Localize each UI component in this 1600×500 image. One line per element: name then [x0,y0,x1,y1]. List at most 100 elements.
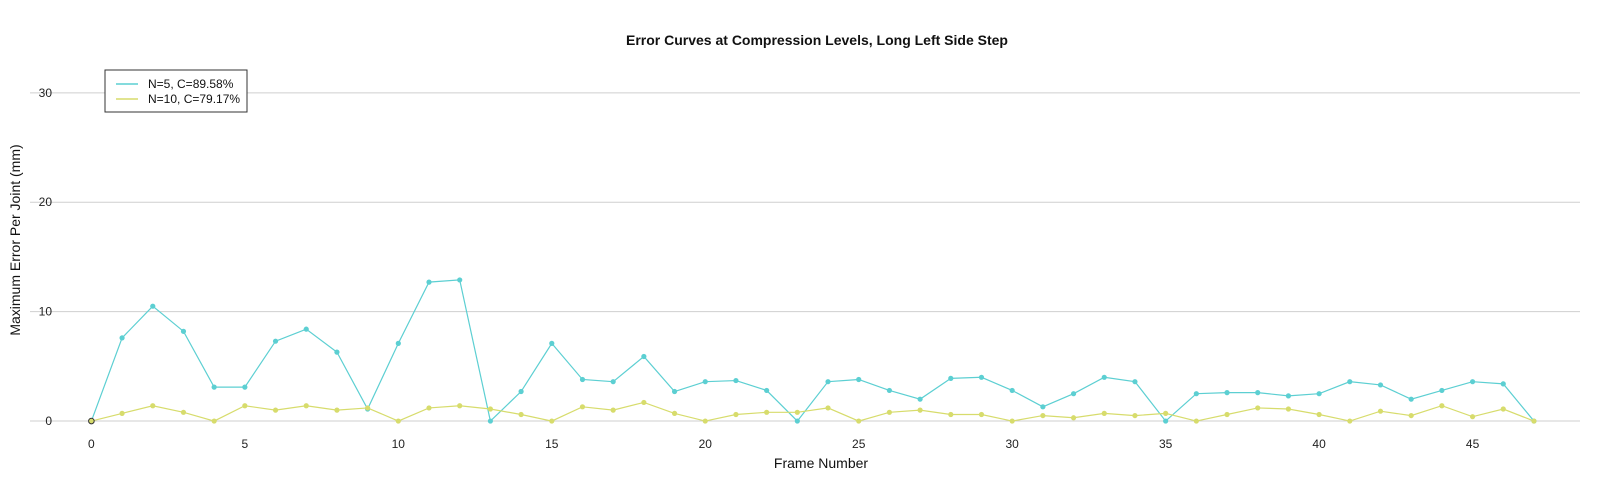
series-line-2 [91,401,1535,422]
x-tick-label: 10 [392,437,406,451]
grid-lines [30,92,1580,422]
data-point [1255,405,1261,411]
data-point [303,326,309,332]
data-point [856,376,862,383]
data-point [825,379,831,385]
data-point [395,418,401,424]
y-axis-label: Maximum Error Per Joint (mm) [7,144,23,335]
data-point [1316,411,1322,418]
data-point [365,405,371,411]
x-axis-label: Frame Number [774,455,868,471]
data-point [1255,390,1261,396]
data-point [119,410,125,416]
data-point [1377,382,1384,388]
data-point [242,403,248,409]
y-tick-label: 20 [39,195,53,209]
legend: N=5, C=89.58% N=10, C=79.17% [104,69,248,113]
data-point [1347,379,1353,385]
data-point [978,411,985,418]
data-point [549,418,555,424]
data-point [119,335,125,341]
data-point [1500,406,1506,412]
x-tick-label: 20 [699,437,713,451]
data-point [579,404,586,410]
x-tick-label: 25 [852,437,866,451]
data-point [487,406,493,412]
data-point [1193,418,1199,424]
data-point [764,409,770,415]
data-point [733,377,739,384]
series-layer [88,277,1537,425]
x-tick-label: 45 [1466,437,1480,451]
data-point [242,384,248,390]
data-point [671,388,678,395]
data-point [702,418,708,424]
data-point [702,379,708,385]
data-point [518,411,524,418]
data-point [211,418,217,424]
data-point [334,349,340,355]
data-point [1163,418,1169,424]
x-tick-label: 30 [1005,437,1019,451]
legend-label-series-2: N=10, C=79.17% [148,92,240,106]
data-point [426,279,432,285]
data-point [1439,403,1445,409]
data-point [856,418,862,424]
data-point [180,328,187,334]
data-point [1070,391,1077,397]
data-point [457,403,463,409]
data-point [641,353,647,360]
data-point [917,407,923,413]
data-point [1040,404,1046,410]
data-point [1285,393,1292,399]
data-point [610,407,616,413]
data-point [1500,381,1506,387]
data-point [150,403,156,409]
data-point [395,340,401,346]
x-tick-label: 15 [545,437,559,451]
data-point [1224,390,1230,396]
data-point [1193,391,1199,397]
x-tick-label: 0 [88,437,95,451]
data-point [948,375,954,381]
data-point [334,407,340,413]
data-point [303,403,309,409]
data-point [1070,415,1077,421]
origin-marker [88,417,95,425]
data-point [272,338,279,344]
data-point [1101,374,1107,380]
data-point [1469,414,1476,420]
data-point [1531,418,1537,424]
data-point [641,399,647,406]
series-2 [88,399,1537,424]
data-point [457,277,463,283]
data-point [1009,418,1015,424]
legend-box [104,69,248,113]
y-tick-labels: 0 10 20 30 [39,86,53,428]
data-point [733,411,739,418]
data-point [88,418,94,424]
y-tick-label: 10 [39,305,53,319]
data-point [886,387,893,394]
data-point [1285,406,1292,412]
data-point [764,387,770,394]
data-point [180,409,187,415]
legend-label-series-1: N=5, C=89.58% [148,77,234,91]
series-1 [88,277,1537,424]
data-point [487,418,493,424]
data-point [1132,379,1138,385]
data-point [1408,412,1414,419]
data-point [917,396,923,402]
data-point [1101,410,1107,416]
data-point [518,388,524,395]
data-point [1163,410,1169,416]
data-point [1316,391,1322,397]
data-point [1132,412,1138,419]
data-point [1224,411,1230,418]
data-point [978,374,985,380]
data-point [948,411,954,418]
chart-title: Error Curves at Compression Levels, Long… [626,32,1008,48]
data-point [579,376,586,383]
